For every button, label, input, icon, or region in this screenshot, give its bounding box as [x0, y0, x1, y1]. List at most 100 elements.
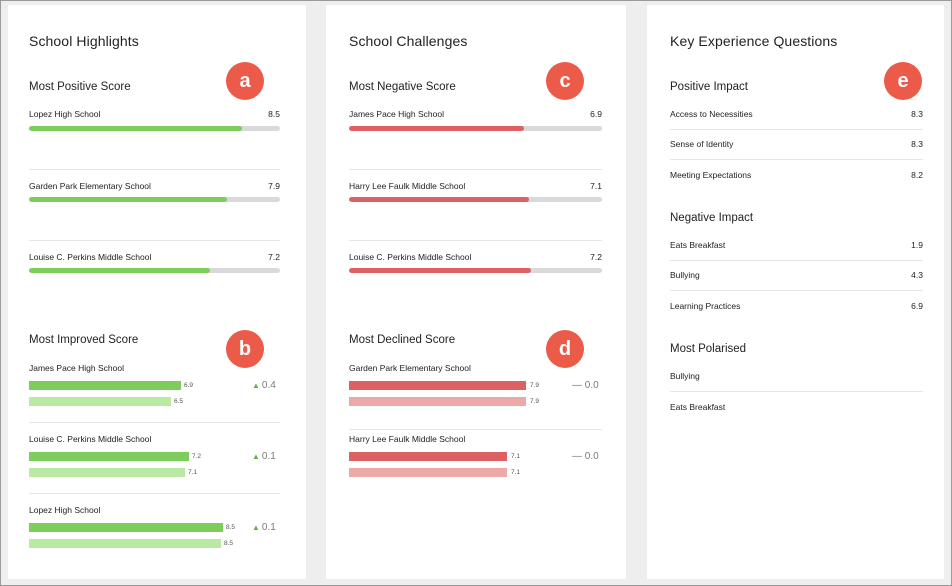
up-arrow-icon: ▲	[252, 523, 260, 532]
score-change: — 0.0	[572, 380, 599, 391]
score-bar-track	[29, 126, 280, 131]
list-item-value: 7.9	[268, 181, 280, 191]
score-bar-fill	[29, 197, 228, 202]
divider	[349, 240, 602, 241]
list-item-label: Bullying	[670, 371, 700, 381]
previous-score-bar	[29, 539, 221, 548]
score-change: ▲ 0.1	[252, 522, 276, 533]
score-change: — 0.0	[572, 451, 599, 462]
score-bar-track	[349, 126, 602, 131]
badge-a: a	[226, 62, 264, 100]
up-arrow-icon: ▲	[252, 381, 260, 390]
list-item-label: James Pace High School	[349, 109, 444, 119]
current-score-bar	[29, 381, 181, 390]
current-score-bar	[29, 452, 189, 461]
score-bar-fill	[29, 268, 210, 273]
score-bar-fill	[349, 268, 532, 273]
section-title-most-polarised: Most Polarised	[670, 343, 747, 355]
card-title: Key Experience Questions	[670, 33, 838, 49]
previous-score-value: 7.1	[511, 469, 521, 476]
previous-score-value: 7.1	[188, 469, 198, 476]
list-item-label: Eats Breakfast	[670, 402, 726, 412]
list-item-label: Lopez High School	[29, 505, 101, 515]
list-item-label: Harry Lee Faulk Middle School	[349, 181, 466, 191]
divider	[29, 169, 280, 170]
list-item-label: Access to Necessities	[670, 109, 753, 119]
badge-d: d	[546, 330, 584, 368]
list-item-label: Bullying	[670, 270, 700, 280]
section-title-positive-impact: Positive Impact	[670, 81, 748, 93]
key-experience-questions-card: Key Experience Questions e Positive Impa…	[647, 5, 944, 579]
list-item-label: Sense of Identity	[670, 139, 734, 149]
list-item-value: 8.3	[911, 109, 923, 119]
score-bar-fill	[349, 126, 524, 131]
current-score-value: 8.5	[226, 524, 236, 531]
list-item-value: 8.2	[911, 170, 923, 180]
badge-b: b	[226, 330, 264, 368]
list-item-label: James Pace High School	[29, 363, 124, 373]
badge-e: e	[884, 62, 922, 100]
score-change-value: 0.1	[261, 522, 276, 533]
badge-c: c	[546, 62, 584, 100]
list-item-label: Eats Breakfast	[670, 240, 726, 250]
current-score-bar	[349, 452, 507, 461]
list-item-label: Louise C. Perkins Middle School	[349, 252, 472, 262]
divider	[670, 260, 923, 261]
list-item-value: 8.3	[911, 139, 923, 149]
current-score-bar	[29, 523, 223, 532]
list-item-value: 7.2	[268, 252, 280, 262]
school-highlights-card: School Highlights Most Positive Score a …	[8, 5, 306, 579]
section-title-most-declined: Most Declined Score	[349, 334, 456, 346]
current-score-value: 6.9	[184, 382, 194, 389]
current-score-value: 7.9	[530, 382, 540, 389]
previous-score-bar	[349, 397, 526, 406]
previous-score-bar	[29, 468, 185, 477]
list-item-label: Louise C. Perkins Middle School	[29, 252, 152, 262]
card-title: School Highlights	[29, 33, 139, 49]
score-bar-track	[29, 197, 280, 202]
score-bar-fill	[349, 197, 529, 202]
divider	[29, 422, 280, 423]
list-item-value: 7.1	[590, 181, 602, 191]
list-item-value: 6.9	[590, 109, 602, 119]
current-score-value: 7.1	[511, 453, 521, 460]
list-item-label: Harry Lee Faulk Middle School	[349, 434, 466, 444]
score-change-value: 0.1	[261, 451, 276, 462]
list-item-value: 7.2	[590, 252, 602, 262]
score-bar-track	[29, 268, 280, 273]
section-title-most-positive: Most Positive Score	[29, 81, 131, 93]
list-item-label: Garden Park Elementary School	[29, 181, 151, 191]
divider	[349, 169, 602, 170]
list-item-label: Learning Practices	[670, 301, 741, 311]
list-item-label: Louise C. Perkins Middle School	[29, 434, 152, 444]
previous-score-bar	[349, 468, 507, 477]
list-item-value: 1.9	[911, 240, 923, 250]
previous-score-bar	[29, 397, 171, 406]
score-bar-fill	[29, 126, 243, 131]
divider	[670, 159, 923, 160]
list-item-label: Garden Park Elementary School	[349, 363, 471, 373]
previous-score-value: 6.5	[174, 398, 184, 405]
divider	[670, 391, 923, 392]
score-change: ▲ 0.1	[252, 451, 276, 462]
divider	[670, 290, 923, 291]
list-item-label: Lopez High School	[29, 109, 101, 119]
divider	[670, 129, 923, 130]
section-title-most-negative: Most Negative Score	[349, 81, 456, 93]
card-title: School Challenges	[349, 33, 468, 49]
score-bar-track	[349, 197, 602, 202]
section-title-negative-impact: Negative Impact	[670, 212, 754, 224]
previous-score-value: 8.5	[224, 540, 234, 547]
score-bar-track	[349, 268, 602, 273]
list-item-value: 6.9	[911, 301, 923, 311]
school-challenges-card: School Challenges Most Negative Score c …	[326, 5, 626, 579]
score-change-value: 0.4	[261, 380, 276, 391]
current-score-bar	[349, 381, 526, 390]
divider	[349, 429, 602, 430]
up-arrow-icon: ▲	[252, 452, 260, 461]
list-item-label: Meeting Expectations	[670, 170, 752, 180]
divider	[29, 493, 280, 494]
current-score-value: 7.2	[192, 453, 202, 460]
previous-score-value: 7.9	[530, 398, 540, 405]
list-item-value: 8.5	[268, 109, 280, 119]
